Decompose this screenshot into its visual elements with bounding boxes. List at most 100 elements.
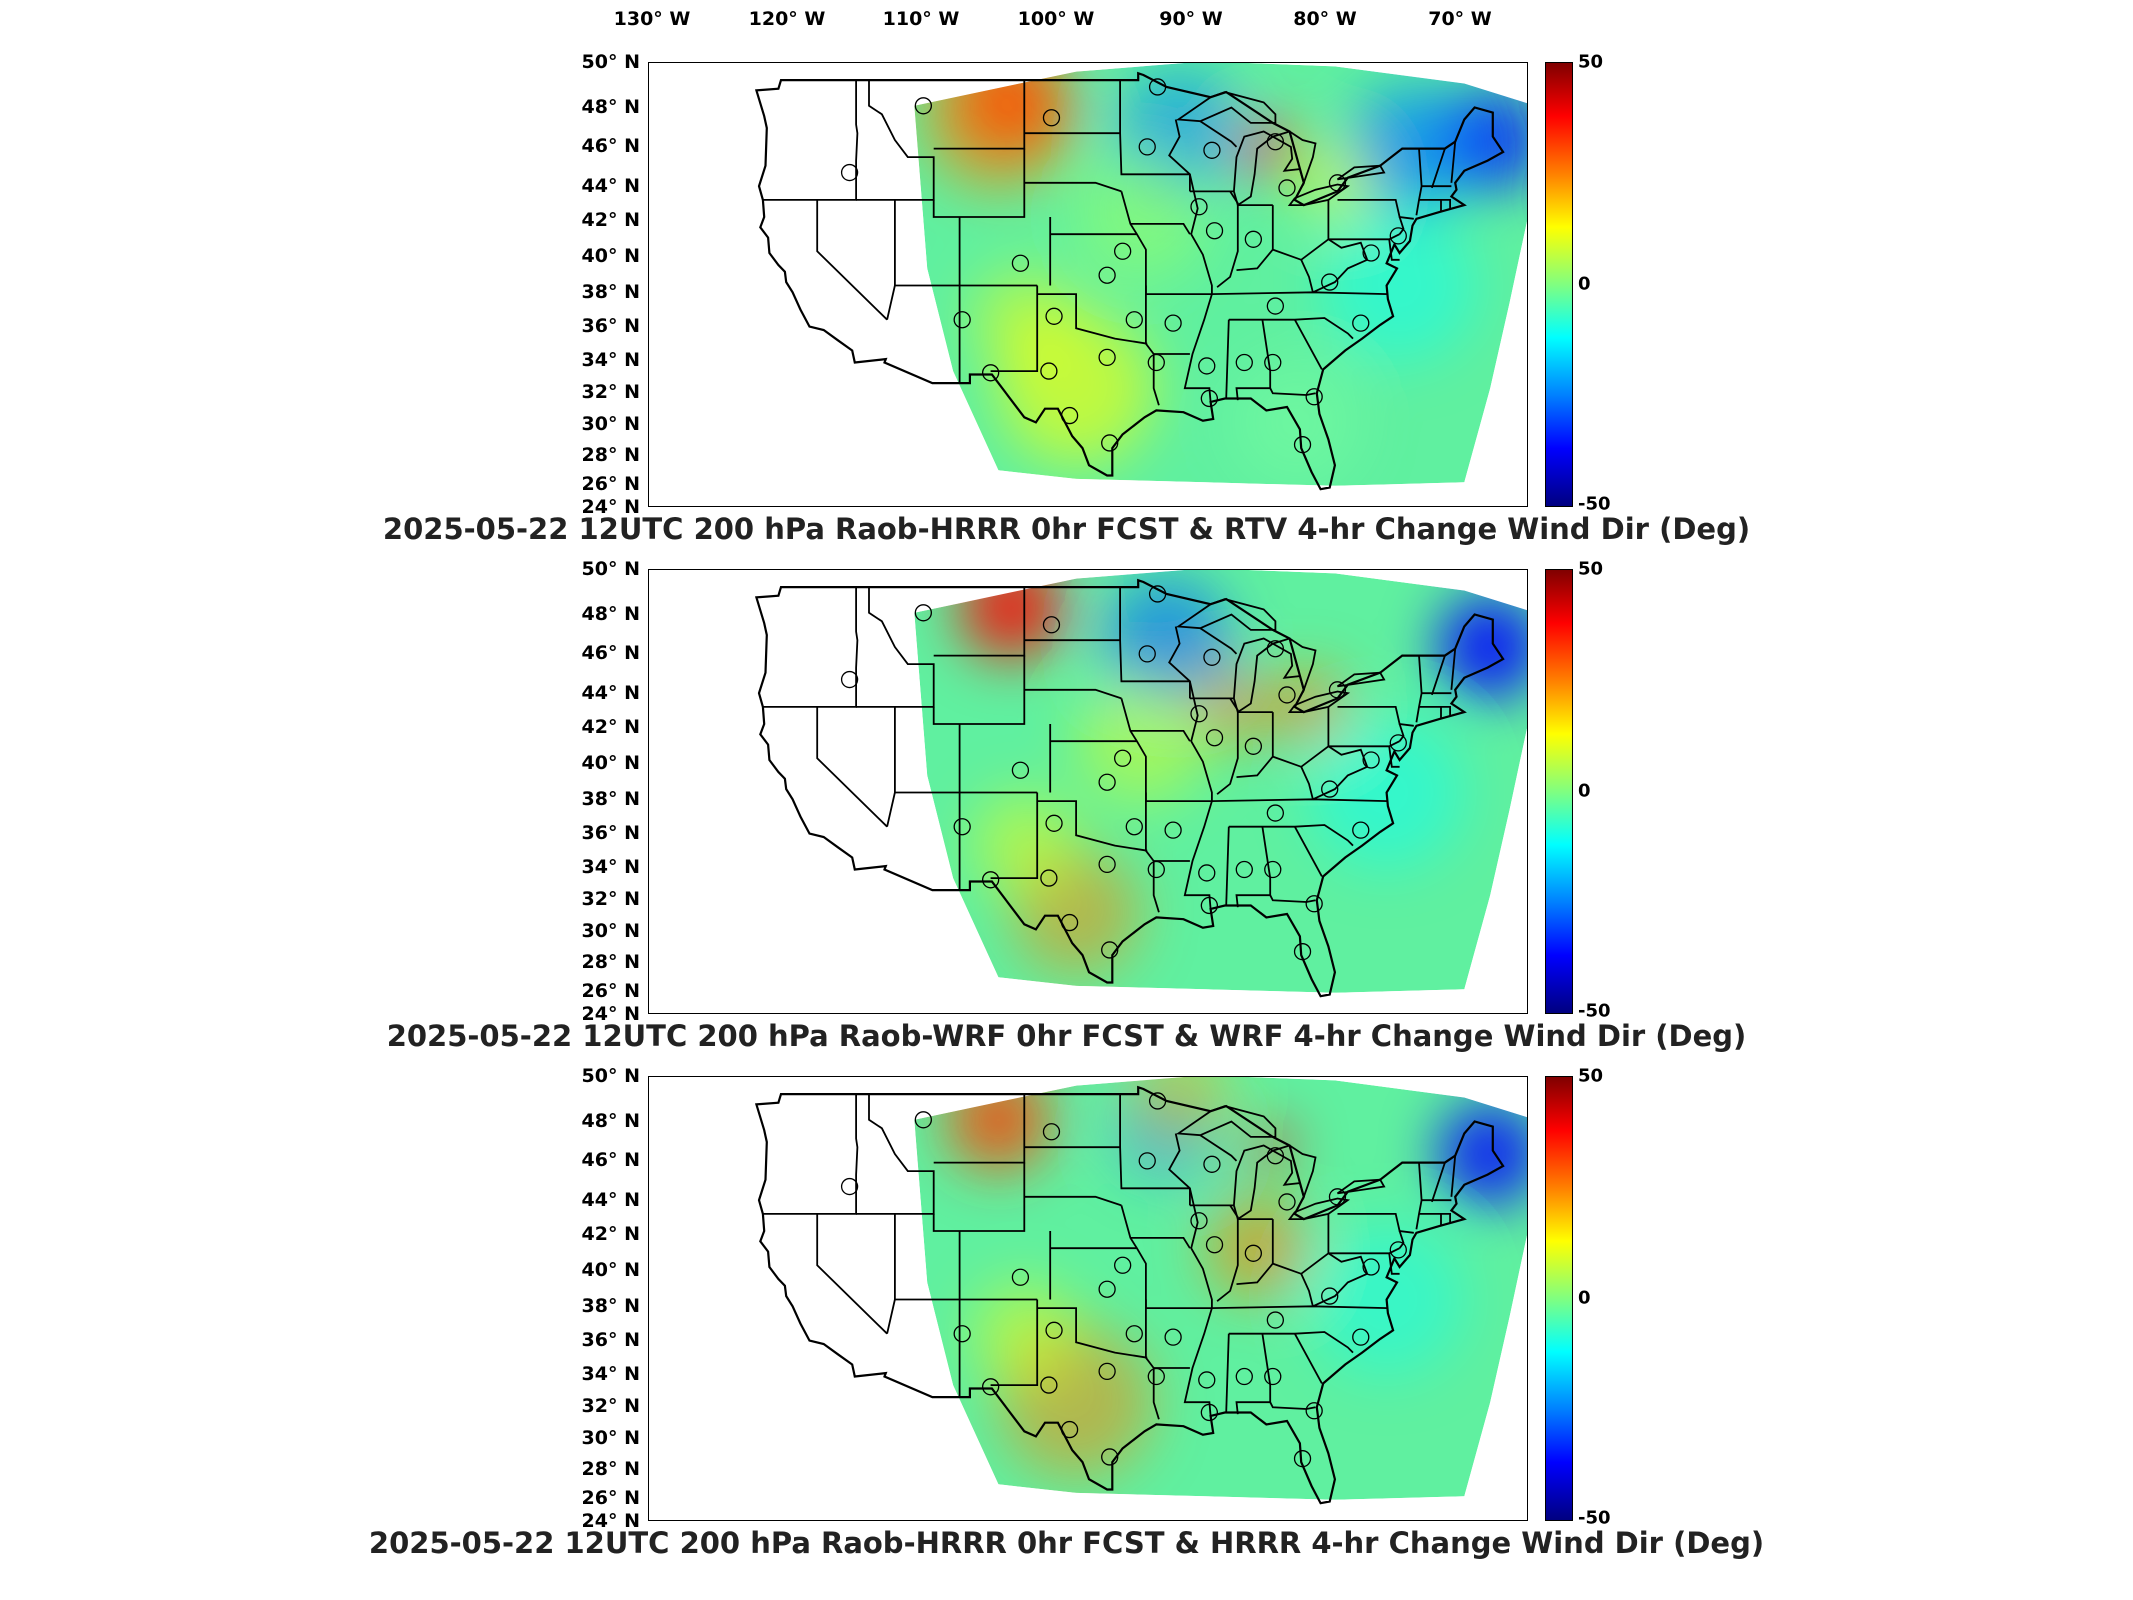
raob-station-marker bbox=[1147, 353, 1165, 372]
state-border bbox=[886, 199, 896, 320]
raob-station-marker bbox=[1125, 311, 1143, 329]
raob-station-marker bbox=[1293, 436, 1312, 454]
map-svg bbox=[754, 1077, 1527, 1505]
state-border bbox=[1168, 119, 1191, 192]
state-border bbox=[1236, 205, 1274, 271]
raob-station-marker bbox=[1040, 1376, 1058, 1394]
state-border bbox=[1337, 198, 1414, 220]
raob-station-marker bbox=[1125, 818, 1143, 836]
field-anomaly bbox=[1250, 1126, 1290, 1165]
raob-station-marker bbox=[1040, 869, 1058, 887]
state-border bbox=[1236, 712, 1274, 778]
raob-station-marker bbox=[953, 311, 971, 329]
raob-station-marker bbox=[1328, 174, 1347, 192]
lat-tick-label: 50° N bbox=[581, 1065, 640, 1087]
raob-station-marker bbox=[840, 1177, 859, 1196]
raob-station-marker bbox=[1235, 860, 1253, 879]
map-plot-area bbox=[648, 62, 1528, 507]
lat-tick-label: 26° N bbox=[581, 980, 640, 1002]
state-border bbox=[1199, 627, 1238, 655]
field-anomaly bbox=[1076, 152, 1206, 282]
raob-station-marker bbox=[1264, 860, 1282, 879]
raob-station-marker bbox=[1321, 1287, 1339, 1305]
field-anomaly bbox=[1438, 1102, 1527, 1206]
lat-tick-label: 46° N bbox=[581, 1149, 640, 1171]
raob-station-marker bbox=[1244, 737, 1263, 755]
raob-station-marker bbox=[914, 1111, 933, 1129]
state-border bbox=[1235, 826, 1272, 908]
field-anomaly bbox=[1321, 208, 1478, 363]
lat-tick-label: 26° N bbox=[581, 473, 640, 495]
lon-tick-label: 130° W bbox=[613, 8, 691, 30]
field-anomaly bbox=[972, 792, 1077, 896]
lat-tick-label: 36° N bbox=[581, 822, 640, 844]
lon-tick-label: 120° W bbox=[748, 8, 826, 30]
state-border bbox=[1300, 766, 1314, 800]
great-lake bbox=[1287, 690, 1351, 714]
raob-station-marker bbox=[1266, 1147, 1285, 1165]
lat-tick-label: 42° N bbox=[581, 209, 640, 231]
raob-station-marker bbox=[1045, 307, 1063, 325]
lat-tick-label: 24° N bbox=[581, 1510, 640, 1532]
raob-station-marker bbox=[1266, 297, 1285, 315]
raob-station-marker bbox=[1198, 864, 1216, 882]
great-lake bbox=[1287, 183, 1351, 207]
raob-station-marker bbox=[1203, 141, 1221, 159]
lat-tick-label: 34° N bbox=[581, 856, 640, 878]
map-plot-area bbox=[648, 1076, 1528, 1521]
raob-station-marker bbox=[914, 604, 933, 622]
raob-station-marker bbox=[1011, 1268, 1030, 1286]
raob-station-marker bbox=[1042, 616, 1061, 634]
state-border bbox=[886, 706, 896, 827]
raob-station-marker bbox=[1389, 734, 1407, 752]
raob-station-marker bbox=[1198, 1371, 1216, 1389]
wind-direction-change-field bbox=[914, 570, 1527, 993]
map-svg bbox=[754, 570, 1527, 998]
state-border bbox=[1037, 1307, 1148, 1359]
lat-tick-label: 38° N bbox=[581, 281, 640, 303]
colorbar-tick-label: 50 bbox=[1578, 1065, 1604, 1087]
state-border bbox=[1130, 222, 1191, 235]
raob-station-marker bbox=[1266, 1311, 1285, 1329]
state-border bbox=[762, 80, 859, 201]
panel-title: 2025-05-22 12UTC 200 hPa Raob-HRRR 0hr F… bbox=[382, 512, 1751, 546]
raob-station-marker bbox=[953, 818, 971, 836]
state-border bbox=[1024, 181, 1122, 193]
lat-tick-label: 42° N bbox=[581, 1223, 640, 1245]
lat-tick-label: 44° N bbox=[581, 1189, 640, 1211]
state-border bbox=[1189, 681, 1213, 802]
map-panel: 50° N 48° N 46° N 44° N 42° N 40° N 38° N 36° N… bbox=[0, 558, 2133, 1072]
raob-station-marker bbox=[1278, 686, 1296, 704]
state-border bbox=[1120, 191, 1147, 295]
raob-station-marker bbox=[840, 670, 859, 689]
raob-station-marker bbox=[1011, 254, 1030, 272]
raob-station-marker bbox=[1321, 273, 1339, 291]
raob-station-marker bbox=[1352, 1328, 1370, 1346]
raob-station-marker bbox=[1235, 353, 1253, 372]
field-anomaly bbox=[1076, 676, 1206, 806]
state-border bbox=[762, 587, 859, 708]
lat-tick-label: 28° N bbox=[581, 444, 640, 466]
colorbar bbox=[1545, 569, 1573, 1014]
state-border bbox=[1228, 1331, 1354, 1354]
great-lake bbox=[1336, 671, 1386, 688]
raob-station-marker bbox=[1148, 78, 1167, 96]
lat-tick-label: 40° N bbox=[581, 752, 640, 774]
raob-station-marker bbox=[953, 1325, 971, 1343]
lon-tick-label: 100° W bbox=[1017, 8, 1095, 30]
raob-station-marker bbox=[1148, 1092, 1167, 1110]
raob-station-marker bbox=[1113, 242, 1132, 260]
state-border bbox=[1441, 1212, 1451, 1223]
state-border bbox=[1225, 319, 1230, 399]
lat-tick-label: 30° N bbox=[581, 1427, 640, 1449]
state-border bbox=[1144, 792, 1160, 913]
state-border bbox=[1450, 648, 1457, 690]
state-border bbox=[1236, 1219, 1274, 1285]
state-border bbox=[1415, 148, 1423, 216]
state-border bbox=[1294, 319, 1323, 370]
great-lake bbox=[1175, 91, 1277, 124]
state-border bbox=[886, 1213, 896, 1334]
colorbar bbox=[1545, 1076, 1573, 1521]
raob-station-marker bbox=[1264, 353, 1282, 372]
state-border bbox=[1144, 285, 1160, 406]
